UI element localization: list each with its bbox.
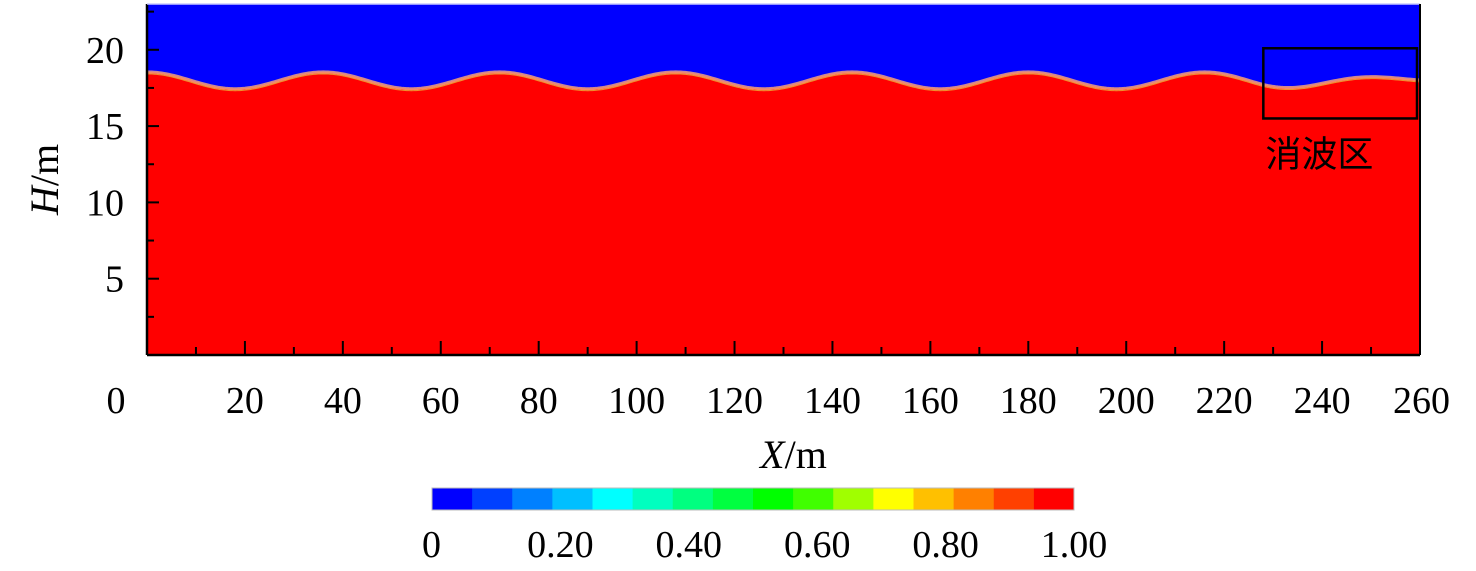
x-tick-label: 20	[226, 380, 264, 422]
field-layer	[146, 4, 1421, 355]
colorbar-tick-label: 0.60	[784, 524, 851, 566]
x-tick-label: 40	[324, 380, 362, 422]
water-region	[147, 71, 1420, 355]
colorbar-swatch	[873, 488, 914, 510]
free-surface-interface	[146, 70, 1421, 91]
colorbar-swatch	[712, 488, 754, 510]
x-tick-label: 80	[520, 380, 558, 422]
x-tick-label: 180	[1000, 380, 1057, 422]
colorbar-swatch	[1033, 488, 1075, 510]
x-tick-label: 220	[1196, 380, 1253, 422]
colorbar-swatch	[993, 488, 1035, 510]
colorbar-swatch	[953, 488, 995, 510]
colorbar-tick-label: 0.40	[656, 524, 723, 566]
colorbar-swatch	[753, 488, 794, 510]
x-tick-label: 200	[1098, 380, 1155, 422]
colorbar-swatch	[552, 488, 593, 510]
colorbar-tick-label: 0.80	[912, 524, 979, 566]
y-tick-label: 10	[86, 182, 124, 224]
x-axis-title: X/m	[758, 432, 827, 477]
colorbar-swatch	[592, 488, 634, 510]
axis-titles: X/m H/m	[22, 144, 827, 477]
damping-zone-annotation: 消波区	[1262, 47, 1419, 175]
x-tick-label: 240	[1294, 380, 1351, 422]
colorbar-tick-label: 0	[422, 524, 441, 566]
damping-zone-label: 消波区	[1265, 134, 1373, 175]
x-tick-label: 60	[422, 380, 460, 422]
colorbar-tick-label: 1.00	[1041, 524, 1108, 566]
colorbar-swatch	[632, 488, 674, 510]
x-tick-label: 260	[1393, 380, 1450, 422]
y-tick-label: 15	[86, 106, 124, 148]
colorbar: 0 0.20 0.40 0.60 0.80 1.00	[422, 487, 1108, 566]
x-tick-label: 120	[706, 380, 763, 422]
colorbar-swatch	[472, 488, 513, 510]
x-tick-label: 0	[107, 380, 126, 422]
x-tick-label: 140	[804, 380, 861, 422]
colorbar-swatch	[672, 488, 714, 510]
colorbar-swatch	[512, 488, 553, 510]
colorbar-border	[431, 487, 1075, 511]
colorbar-swatch	[432, 488, 473, 510]
y-tick-label: 5	[105, 259, 124, 301]
colorbar-swatch	[913, 488, 955, 510]
y-axis-title: H/m	[22, 144, 67, 216]
colorbar-tick-label: 0.20	[527, 524, 594, 566]
colorbar-swatch	[833, 488, 874, 510]
x-tick-label: 100	[608, 380, 665, 422]
axis-ticks: 0 20 40 60 80 100 120 140 160 180 200 220 240 260 5 10 1…	[86, 10, 1450, 422]
colorbar-swatch	[793, 488, 834, 510]
free-surface-mix-layer	[146, 73, 1421, 92]
x-tick-label: 160	[902, 380, 959, 422]
damping-zone-box	[1262, 47, 1419, 120]
y-tick-label: 20	[86, 30, 124, 72]
